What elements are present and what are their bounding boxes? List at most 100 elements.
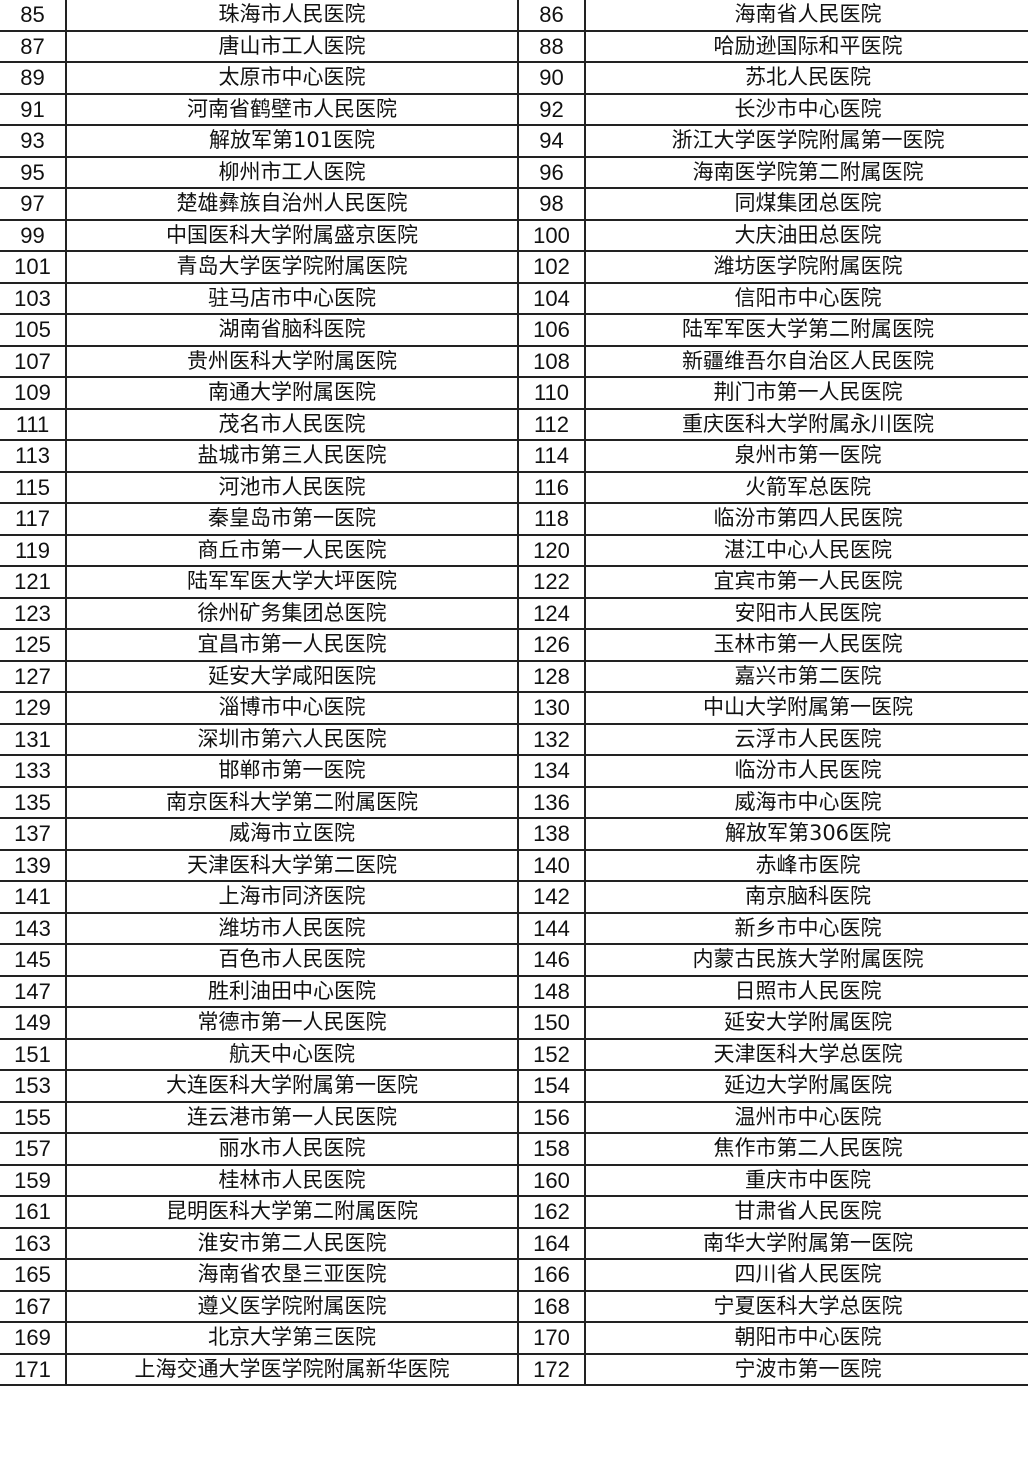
hospital-name-cell: 商丘市第一人民医院 (65, 533, 519, 567)
hospital-name-cell: 玉林市第一人民医院 (584, 628, 1028, 662)
hospital-name-cell: 秦皇岛市第一医院 (65, 502, 519, 536)
rank-cell: 147 (0, 974, 67, 1008)
rank-cell: 109 (0, 376, 67, 410)
rank-cell: 144 (517, 911, 586, 945)
hospital-name-cell: 上海市同济医院 (65, 880, 519, 914)
hospital-name-cell: 哈励逊国际和平医院 (584, 29, 1028, 63)
hospital-name-cell: 日照市人民医院 (584, 974, 1028, 1008)
rank-cell: 167 (0, 1289, 67, 1323)
table-row: 139 天津医科大学第二医院 140 赤峰市医院 (0, 848, 1028, 882)
hospital-name-cell: 赤峰市医院 (584, 848, 1028, 882)
hospital-name-cell: 信阳市中心医院 (584, 281, 1028, 315)
hospital-name-cell: 柳州市工人医院 (65, 155, 519, 189)
hospital-name-cell: 大庆油田总医院 (584, 218, 1028, 252)
hospital-name-cell: 重庆医科大学附属永川医院 (584, 407, 1028, 441)
hospital-name-cell: 重庆市中医院 (584, 1163, 1028, 1197)
hospital-name-cell: 湖南省脑科医院 (65, 313, 519, 347)
table-row: 113 盐城市第三人民医院 114 泉州市第一医院 (0, 439, 1028, 473)
table-row: 97 楚雄彝族自治州人民医院 98 同煤集团总医院 (0, 187, 1028, 221)
rank-cell: 104 (517, 281, 586, 315)
rank-cell: 135 (0, 785, 67, 819)
rank-cell: 98 (517, 187, 586, 221)
rank-cell: 95 (0, 155, 67, 189)
hospital-name-cell: 宁波市第一医院 (584, 1352, 1028, 1386)
hospital-name-cell: 胜利油田中心医院 (65, 974, 519, 1008)
rank-cell: 119 (0, 533, 67, 567)
rank-cell: 139 (0, 848, 67, 882)
table-row: 111 茂名市人民医院 112 重庆医科大学附属永川医院 (0, 407, 1028, 441)
rank-cell: 163 (0, 1226, 67, 1260)
hospital-name-cell: 中国医科大学附属盛京医院 (65, 218, 519, 252)
rank-cell: 115 (0, 470, 67, 504)
rank-cell: 101 (0, 250, 67, 284)
rank-cell: 92 (517, 92, 586, 126)
hospital-name-cell: 临汾市人民医院 (584, 754, 1028, 788)
rank-cell: 118 (517, 502, 586, 536)
hospital-name-cell: 淄博市中心医院 (65, 691, 519, 725)
hospital-name-cell: 云浮市人民医院 (584, 722, 1028, 756)
rank-cell: 165 (0, 1258, 67, 1292)
table-row: 99 中国医科大学附属盛京医院 100 大庆油田总医院 (0, 218, 1028, 252)
hospital-name-cell: 徐州矿务集团总医院 (65, 596, 519, 630)
hospital-name-cell: 上海交通大学医学院附属新华医院 (65, 1352, 519, 1386)
rank-cell: 130 (517, 691, 586, 725)
table-row: 125 宜昌市第一人民医院 126 玉林市第一人民医院 (0, 628, 1028, 662)
rank-cell: 140 (517, 848, 586, 882)
table-row: 137 威海市立医院 138 解放军第306医院 (0, 817, 1028, 851)
hospital-name-cell: 威海市立医院 (65, 817, 519, 851)
rank-cell: 134 (517, 754, 586, 788)
rank-cell: 141 (0, 880, 67, 914)
rank-cell: 114 (517, 439, 586, 473)
hospital-name-cell: 连云港市第一人民医院 (65, 1100, 519, 1134)
table-row: 149 常德市第一人民医院 150 延安大学附属医院 (0, 1006, 1028, 1040)
table-row: 87 唐山市工人医院 88 哈励逊国际和平医院 (0, 29, 1028, 63)
hospital-name-cell: 南京医科大学第二附属医院 (65, 785, 519, 819)
table-row: 171 上海交通大学医学院附属新华医院 172 宁波市第一医院 (0, 1352, 1028, 1386)
rank-cell: 129 (0, 691, 67, 725)
rank-cell: 158 (517, 1132, 586, 1166)
hospital-name-cell: 宜宾市第一人民医院 (584, 565, 1028, 599)
rank-cell: 86 (517, 0, 586, 32)
rank-cell: 122 (517, 565, 586, 599)
rank-cell: 154 (517, 1069, 586, 1103)
hospital-name-cell: 驻马店市中心医院 (65, 281, 519, 315)
hospital-name-cell: 朝阳市中心医院 (584, 1321, 1028, 1355)
hospital-name-cell: 遵义医学院附属医院 (65, 1289, 519, 1323)
table-row: 167 遵义医学院附属医院 168 宁夏医科大学总医院 (0, 1289, 1028, 1323)
table-row: 153 大连医科大学附属第一医院 154 延边大学附属医院 (0, 1069, 1028, 1103)
table-row: 165 海南省农垦三亚医院 166 四川省人民医院 (0, 1258, 1028, 1292)
rank-cell: 149 (0, 1006, 67, 1040)
hospital-name-cell: 潍坊医学院附属医院 (584, 250, 1028, 284)
rank-cell: 126 (517, 628, 586, 662)
table-row: 143 潍坊市人民医院 144 新乡市中心医院 (0, 911, 1028, 945)
rank-cell: 96 (517, 155, 586, 189)
rank-cell: 116 (517, 470, 586, 504)
hospital-name-cell: 北京大学第三医院 (65, 1321, 519, 1355)
hospital-name-cell: 荆门市第一人民医院 (584, 376, 1028, 410)
hospital-name-cell: 河池市人民医院 (65, 470, 519, 504)
rank-cell: 121 (0, 565, 67, 599)
rank-cell: 85 (0, 0, 67, 32)
hospital-name-cell: 安阳市人民医院 (584, 596, 1028, 630)
hospital-name-cell: 甘肃省人民医院 (584, 1195, 1028, 1229)
hospital-name-cell: 焦作市第二人民医院 (584, 1132, 1028, 1166)
hospital-name-cell: 海南省人民医院 (584, 0, 1028, 32)
rank-cell: 107 (0, 344, 67, 378)
table-row: 119 商丘市第一人民医院 120 湛江中心人民医院 (0, 533, 1028, 567)
hospital-name-cell: 太原市中心医院 (65, 61, 519, 95)
hospital-name-cell: 宜昌市第一人民医院 (65, 628, 519, 662)
hospital-name-cell: 潍坊市人民医院 (65, 911, 519, 945)
rank-cell: 160 (517, 1163, 586, 1197)
hospital-name-cell: 贵州医科大学附属医院 (65, 344, 519, 378)
hospital-name-cell: 天津医科大学总医院 (584, 1037, 1028, 1071)
hospital-name-cell: 昆明医科大学第二附属医院 (65, 1195, 519, 1229)
rank-cell: 148 (517, 974, 586, 1008)
hospital-ranking-table: 85 珠海市人民医院 86 海南省人民医院 87 唐山市工人医院 88 哈励逊国际和平医院 89… (0, 0, 1028, 1386)
hospital-name-cell: 楚雄彝族自治州人民医院 (65, 187, 519, 221)
table-row: 169 北京大学第三医院 170 朝阳市中心医院 (0, 1321, 1028, 1355)
table-row: 161 昆明医科大学第二附属医院 162 甘肃省人民医院 (0, 1195, 1028, 1229)
hospital-name-cell: 湛江中心人民医院 (584, 533, 1028, 567)
rank-cell: 113 (0, 439, 67, 473)
hospital-name-cell: 南京脑科医院 (584, 880, 1028, 914)
hospital-name-cell: 威海市中心医院 (584, 785, 1028, 819)
